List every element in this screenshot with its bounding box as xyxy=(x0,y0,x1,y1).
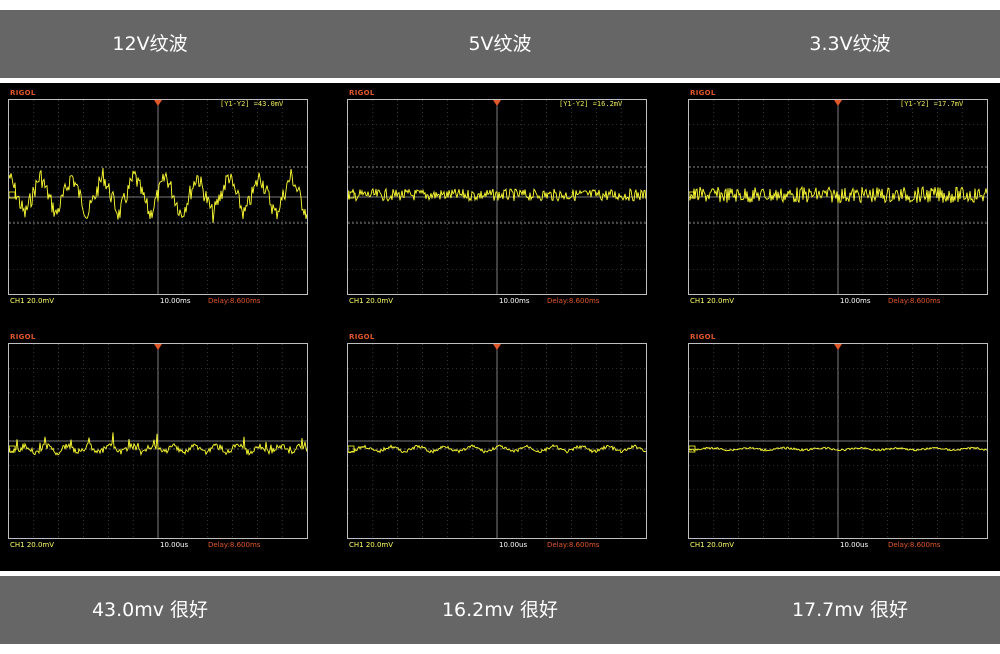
delay-label: Delay:8.600ms xyxy=(547,541,600,549)
waveform-display xyxy=(348,100,646,294)
waveform-display xyxy=(689,100,987,294)
rigol-logo: RIGOL xyxy=(690,333,716,341)
rigol-logo: RIGOL xyxy=(690,89,716,97)
channel-marker-icon xyxy=(9,445,16,453)
rigol-logo: RIGOL xyxy=(10,333,36,341)
trigger-position-icon xyxy=(493,344,501,350)
scope-screen xyxy=(8,343,308,539)
channel-marker-icon xyxy=(9,191,16,199)
scope-3v3-ripple: RIGOL [Y1-Y2] =17.7mV CH1 20.0mV 10.00ms… xyxy=(688,89,988,307)
oscilloscope-panel: RIGOL [Y1-Y2] =43.0mV CH1 20.0mV 10.00ms… xyxy=(0,83,1000,571)
footer-label-12v: 43.0mv 很好 xyxy=(91,599,209,621)
measurement-readout: [Y1-Y2] =43.0mV xyxy=(220,100,284,108)
trigger-position-icon xyxy=(834,100,842,106)
scope-screen xyxy=(347,343,647,539)
rigol-logo: RIGOL xyxy=(349,89,375,97)
waveform-display xyxy=(348,344,646,538)
signal-trace xyxy=(9,432,307,457)
channel-scale: CH1 20.0mV xyxy=(349,541,394,549)
delay-label: Delay:8.600ms xyxy=(888,297,941,305)
channel-scale: CH1 20.0mV xyxy=(690,297,735,305)
scope-12v-ripple-zoom: RIGOL CH1 20.0mV 10.00us Delay:8.600ms xyxy=(8,333,308,551)
waveform-display xyxy=(689,344,987,538)
signal-trace xyxy=(348,444,646,454)
delay-label: Delay:8.600ms xyxy=(888,541,941,549)
signal-trace xyxy=(348,187,646,203)
measurement-readout: [Y1-Y2] =16.2mV xyxy=(559,100,623,108)
delay-label: Delay:8.600ms xyxy=(208,297,261,305)
rigol-logo: RIGOL xyxy=(349,333,375,341)
trigger-position-icon xyxy=(154,100,162,106)
trigger-position-icon xyxy=(154,344,162,350)
timebase-label: 10.00us xyxy=(840,541,869,549)
signal-trace xyxy=(689,185,987,204)
rigol-logo: RIGOL xyxy=(10,89,36,97)
header-label-5v: 5V纹波 xyxy=(468,33,532,55)
footer-band: 43.0mv 很好 16.2mv 很好 17.7mv 很好 xyxy=(0,576,1000,644)
timebase-label: 10.00us xyxy=(160,541,189,549)
channel-scale: CH1 20.0mV xyxy=(10,297,55,305)
scope-3v3-ripple-zoom: RIGOL CH1 20.0mV 10.00us Delay:8.600ms xyxy=(688,333,988,551)
signal-trace xyxy=(9,167,307,224)
measurement-readout: [Y1-Y2] =17.7mV xyxy=(900,100,964,108)
signal-trace xyxy=(689,446,987,452)
timebase-label: 10.00ms xyxy=(160,297,191,305)
scope-5v-ripple-zoom: RIGOL CH1 20.0mV 10.00us Delay:8.600ms xyxy=(347,333,647,551)
channel-scale: CH1 20.0mV xyxy=(10,541,55,549)
channel-scale: CH1 20.0mV xyxy=(690,541,735,549)
trigger-position-icon xyxy=(493,100,501,106)
scope-screen xyxy=(8,99,308,295)
timebase-label: 10.00us xyxy=(499,541,528,549)
scope-5v-ripple: RIGOL [Y1-Y2] =16.2mV CH1 20.0mV 10.00ms… xyxy=(347,89,647,307)
channel-marker-icon xyxy=(348,191,355,199)
scope-screen xyxy=(688,343,988,539)
delay-label: Delay:8.600ms xyxy=(208,541,261,549)
header-label-3v3: 3.3V纹波 xyxy=(809,33,891,55)
channel-marker-icon xyxy=(689,445,696,453)
delay-label: Delay:8.600ms xyxy=(547,297,600,305)
channel-marker-icon xyxy=(348,445,355,453)
scope-screen xyxy=(347,99,647,295)
waveform-display xyxy=(9,344,307,538)
footer-label-3v3: 17.7mv 很好 xyxy=(791,599,909,621)
header-label-12v: 12V纹波 xyxy=(112,33,188,55)
channel-marker-icon xyxy=(689,191,696,199)
timebase-label: 10.00ms xyxy=(840,297,871,305)
scope-12v-ripple: RIGOL [Y1-Y2] =43.0mV CH1 20.0mV 10.00ms… xyxy=(8,89,308,307)
waveform-display xyxy=(9,100,307,294)
trigger-position-icon xyxy=(834,344,842,350)
channel-scale: CH1 20.0mV xyxy=(349,297,394,305)
footer-label-5v: 16.2mv 很好 xyxy=(441,599,559,621)
timebase-label: 10.00ms xyxy=(499,297,530,305)
scope-screen xyxy=(688,99,988,295)
header-band: 12V纹波 5V纹波 3.3V纹波 xyxy=(0,10,1000,78)
